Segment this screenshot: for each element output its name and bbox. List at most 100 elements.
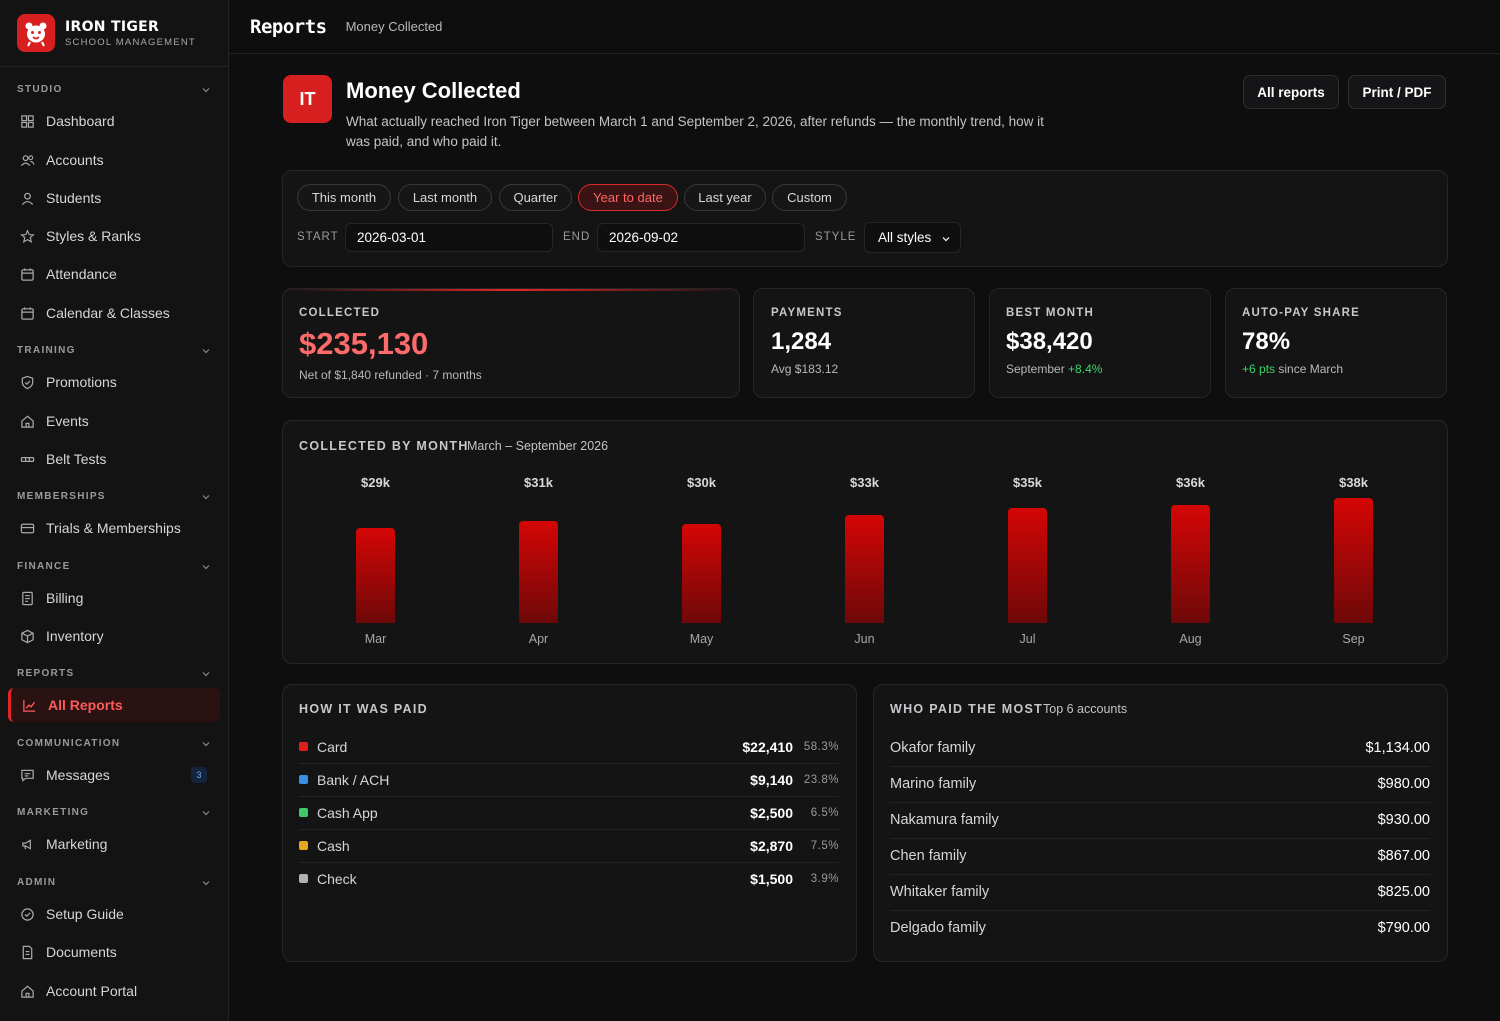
sidebar-item-marketing[interactable]: Marketing bbox=[8, 827, 220, 861]
sidebar-item-label: Inventory bbox=[46, 628, 104, 644]
receipt-icon bbox=[22, 591, 33, 605]
section-label: TRAINING bbox=[17, 345, 76, 356]
chart-title: COLLECTED BY MONTH bbox=[299, 439, 469, 453]
chevron-down-icon bbox=[202, 671, 210, 676]
top-payer-row[interactable]: Chen family $867.00 bbox=[890, 838, 1430, 874]
sidebar-item-accounts[interactable]: Accounts bbox=[8, 143, 220, 177]
legend-swatch bbox=[299, 808, 308, 817]
chevron-down-icon bbox=[942, 237, 950, 242]
bar-jun[interactable] bbox=[845, 514, 884, 623]
sidebar-item-setup-guide[interactable]: Setup Guide bbox=[8, 897, 220, 931]
sidebar-item-calendar[interactable]: Calendar & Classes bbox=[8, 296, 220, 330]
home-icon bbox=[21, 415, 34, 428]
best-month-name: September bbox=[1006, 362, 1065, 376]
end-date-input[interactable]: 2026-09-02 bbox=[597, 223, 805, 252]
payer-amount: $1,134.00 bbox=[1365, 740, 1430, 756]
sidebar-item-dashboard[interactable]: Dashboard bbox=[8, 104, 220, 138]
payment-method-row[interactable]: Cash $2,870 7.5% bbox=[299, 829, 839, 862]
bar-apr[interactable] bbox=[519, 521, 558, 623]
brand-subtitle: SCHOOL MANAGEMENT bbox=[65, 36, 196, 48]
section-communication[interactable]: COMMUNICATION bbox=[17, 738, 211, 749]
payment-method-name: Bank / ACH bbox=[317, 771, 390, 788]
sidebar-item-account-portal[interactable]: Account Portal bbox=[8, 974, 220, 1008]
collected-sub: Net of $1,840 refunded · 7 months bbox=[299, 368, 482, 382]
start-label: START bbox=[297, 231, 339, 243]
print-pdf-button[interactable]: Print / PDF bbox=[1348, 75, 1446, 109]
payment-method-amount: $22,410 bbox=[742, 738, 793, 755]
section-admin[interactable]: ADMIN bbox=[17, 877, 211, 888]
section-studio[interactable]: STUDIO bbox=[17, 84, 211, 95]
dashboard-icon bbox=[21, 114, 34, 128]
top-payer-row[interactable]: Whitaker family $825.00 bbox=[890, 874, 1430, 910]
chip-year-to-date[interactable]: Year to date bbox=[578, 184, 678, 211]
bar-sep[interactable] bbox=[1334, 498, 1373, 623]
sidebar-item-promotions[interactable]: Promotions bbox=[8, 365, 220, 399]
all-reports-button[interactable]: All reports bbox=[1243, 75, 1339, 109]
style-select[interactable]: All styles bbox=[864, 222, 961, 253]
payer-amount: $980.00 bbox=[1377, 776, 1430, 792]
bar-may[interactable] bbox=[682, 524, 721, 623]
sidebar-item-belt-tests[interactable]: Belt Tests bbox=[8, 442, 220, 476]
brand[interactable]: IRON TIGER SCHOOL MANAGEMENT bbox=[0, 0, 228, 67]
bar-value-label: $30k bbox=[687, 475, 716, 490]
sidebar-item-styles-ranks[interactable]: Styles & Ranks bbox=[8, 219, 220, 253]
sidebar-item-events[interactable]: Events bbox=[8, 404, 220, 438]
payer-name: Whitaker family bbox=[890, 884, 990, 900]
sidebar-item-label: Messages bbox=[46, 767, 110, 783]
chip-this-month[interactable]: This month bbox=[297, 184, 391, 211]
users-icon bbox=[20, 154, 35, 166]
bar-aug[interactable] bbox=[1171, 504, 1210, 623]
top-payer-row[interactable]: Okafor family $1,134.00 bbox=[890, 730, 1430, 766]
sidebar-item-all-reports[interactable]: All Reports bbox=[8, 688, 220, 722]
row-divider bbox=[299, 829, 839, 830]
chip-last-month[interactable]: Last month bbox=[398, 184, 492, 211]
payer-name: Nakamura family bbox=[890, 812, 999, 828]
payment-method-row[interactable]: Bank / ACH $9,140 23.8% bbox=[299, 763, 839, 796]
sidebar-item-students[interactable]: Students bbox=[8, 181, 220, 215]
row-divider bbox=[299, 796, 839, 797]
box-icon bbox=[21, 629, 34, 643]
calendar-icon bbox=[21, 306, 34, 320]
top-payer-row[interactable]: Marino family $980.00 bbox=[890, 766, 1430, 802]
section-marketing[interactable]: MARKETING bbox=[17, 807, 211, 818]
chip-quarter[interactable]: Quarter bbox=[499, 184, 572, 211]
chip-custom[interactable]: Custom bbox=[772, 184, 847, 211]
top-payer-row[interactable]: Nakamura family $930.00 bbox=[890, 802, 1430, 838]
sidebar-item-documents[interactable]: Documents bbox=[8, 935, 220, 969]
payment-method-amount: $2,870 bbox=[750, 837, 793, 854]
star-icon bbox=[20, 228, 35, 243]
sidebar-item-label: Account Portal bbox=[46, 983, 138, 999]
section-finance[interactable]: FINANCE bbox=[17, 561, 211, 572]
section-training[interactable]: TRAINING bbox=[17, 345, 211, 356]
sidebar-item-label: Calendar & Classes bbox=[46, 305, 170, 321]
chip-last-year[interactable]: Last year bbox=[684, 184, 766, 211]
start-date-input[interactable]: 2026-03-01 bbox=[345, 223, 553, 252]
payment-method-row[interactable]: Check $1,500 3.9% bbox=[299, 862, 839, 895]
sidebar-item-trials-memberships[interactable]: Trials & Memberships bbox=[8, 511, 220, 545]
section-memberships[interactable]: MEMBERSHIPS bbox=[17, 491, 211, 502]
row-divider bbox=[890, 874, 1430, 875]
legend-swatch bbox=[299, 742, 308, 751]
sidebar-item-billing[interactable]: Billing bbox=[8, 581, 220, 615]
breadcrumb[interactable]: Money Collected bbox=[345, 19, 443, 34]
row-divider bbox=[299, 862, 839, 863]
user-icon bbox=[21, 192, 34, 205]
payment-method-name: Cash App bbox=[317, 804, 378, 821]
x-tick-label: Aug bbox=[1179, 632, 1202, 646]
x-tick-label: Mar bbox=[364, 632, 387, 646]
section-reports[interactable]: REPORTS bbox=[17, 668, 211, 679]
sidebar-item-label: Dashboard bbox=[46, 113, 115, 129]
payer-name: Chen family bbox=[890, 848, 967, 864]
payments-sub: Avg $183.12 bbox=[771, 362, 839, 376]
best-month-sub: September +8.4% bbox=[1006, 362, 1102, 376]
sidebar-item-inventory[interactable]: Inventory bbox=[8, 619, 220, 653]
top-payer-row[interactable]: Delgado family $790.00 bbox=[890, 910, 1430, 946]
payments-label: PAYMENTS bbox=[771, 307, 843, 319]
payment-method-row[interactable]: Card $22,410 58.3% bbox=[299, 730, 839, 763]
sidebar-item-messages[interactable]: Messages 3 bbox=[8, 758, 220, 792]
payment-method-row[interactable]: Cash App $2,500 6.5% bbox=[299, 796, 839, 829]
payment-method-name: Check bbox=[317, 870, 357, 887]
bar-mar[interactable] bbox=[356, 527, 395, 623]
bar-jul[interactable] bbox=[1008, 507, 1047, 623]
sidebar-item-attendance[interactable]: Attendance bbox=[8, 257, 220, 291]
